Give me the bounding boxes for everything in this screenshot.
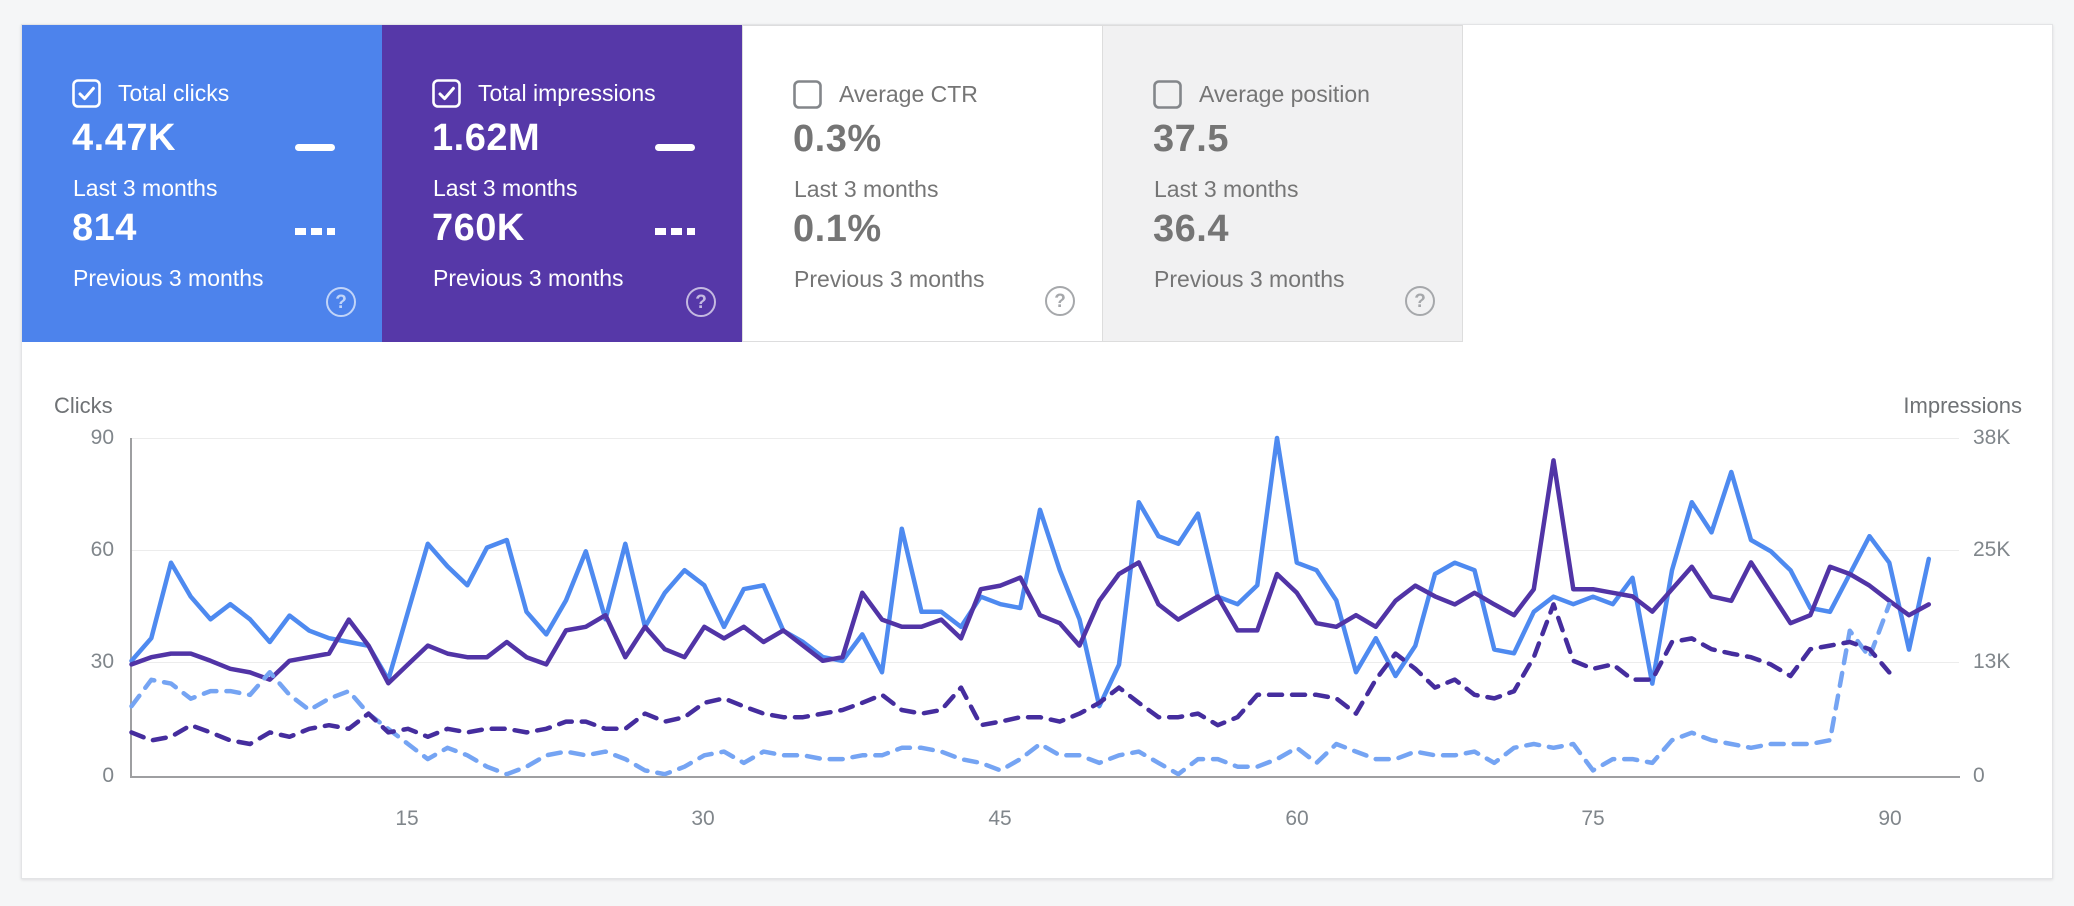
card-average-position[interactable]: Average position 37.5 Last 3 months 36.4… [1102,25,1463,342]
left-axis-title: Clicks [54,393,113,418]
previous-period-label: Previous 3 months [433,265,624,291]
x-tick-15: 15 [395,807,419,830]
right-tick-0: 0 [1973,764,1985,787]
x-tick-30: 30 [691,807,715,830]
y-axis-line [130,438,132,778]
card-total-impressions[interactable]: Total impressions 1.62M Last 3 months 76… [382,25,743,342]
card-label: Total impressions [478,80,656,106]
help-glyph: ? [695,291,707,313]
card-total-clicks[interactable]: Total clicks 4.47K Last 3 months 814 Pre… [22,25,383,342]
solid-line-legend-icon [295,144,335,151]
performance-panel: Total clicks 4.47K Last 3 months 814 Pre… [21,24,2053,879]
gridline-90 [131,438,1959,439]
x-tick-90: 90 [1878,807,1902,830]
series-clicks-previous [129,601,1892,777]
position-previous-value: 36.4 [1153,208,1229,250]
help-icon[interactable]: ? [1045,286,1075,316]
impressions-current-value: 1.62M [432,117,541,159]
left-tick-60: 60 [90,538,114,561]
x-tick-60: 60 [1285,807,1309,830]
series-impressions-previous [129,602,1892,747]
card-label: Average position [1199,81,1370,107]
checkbox-checked-icon[interactable] [431,78,462,109]
gridline-60 [131,550,1959,551]
previous-period-label: Previous 3 months [1154,266,1345,292]
current-period-label: Last 3 months [73,175,218,201]
position-current-value: 37.5 [1153,118,1229,160]
dashed-line-legend-icon [655,228,695,235]
impressions-previous-value: 760K [432,207,525,249]
help-icon[interactable]: ? [326,287,356,317]
ctr-current-value: 0.3% [793,118,882,160]
previous-period-label: Previous 3 months [73,265,264,291]
current-period-label: Last 3 months [433,175,578,201]
card-label: Total clicks [118,80,230,106]
help-glyph: ? [1054,290,1066,312]
card-label: Average CTR [839,81,978,107]
right-axis-title: Impressions [1903,393,2022,418]
x-tick-75: 75 [1581,807,1605,830]
solid-line-legend-icon [655,144,695,151]
clicks-current-value: 4.47K [72,117,176,159]
clicks-previous-value: 814 [72,207,137,249]
checkbox-checked-icon[interactable] [71,78,102,109]
dashed-line-legend-icon [295,228,335,235]
right-tick-13k: 13K [1973,650,2011,673]
right-tick-38k: 38K [1973,426,2011,449]
chart-lines [129,435,1932,777]
help-icon[interactable]: ? [686,287,716,317]
card-average-ctr[interactable]: Average CTR 0.3% Last 3 months 0.1% Prev… [742,25,1103,342]
previous-period-label: Previous 3 months [794,266,985,292]
help-glyph: ? [1414,290,1426,312]
checkbox-unchecked-icon[interactable] [792,79,823,110]
current-period-label: Last 3 months [794,176,939,202]
gridline-30 [131,662,1959,663]
series-impressions-current [129,458,1932,686]
help-icon[interactable]: ? [1405,286,1435,316]
x-axis-line [130,776,1960,778]
performance-chart[interactable] [129,421,1971,811]
x-tick-45: 45 [988,807,1012,830]
series-clicks-current [129,435,1932,709]
right-tick-25k: 25K [1973,538,2011,561]
checkbox-unchecked-icon[interactable] [1152,79,1183,110]
help-glyph: ? [335,291,347,313]
left-tick-90: 90 [90,426,114,449]
current-period-label: Last 3 months [1154,176,1299,202]
left-tick-30: 30 [90,650,114,673]
ctr-previous-value: 0.1% [793,208,882,250]
left-tick-0: 0 [102,764,114,787]
